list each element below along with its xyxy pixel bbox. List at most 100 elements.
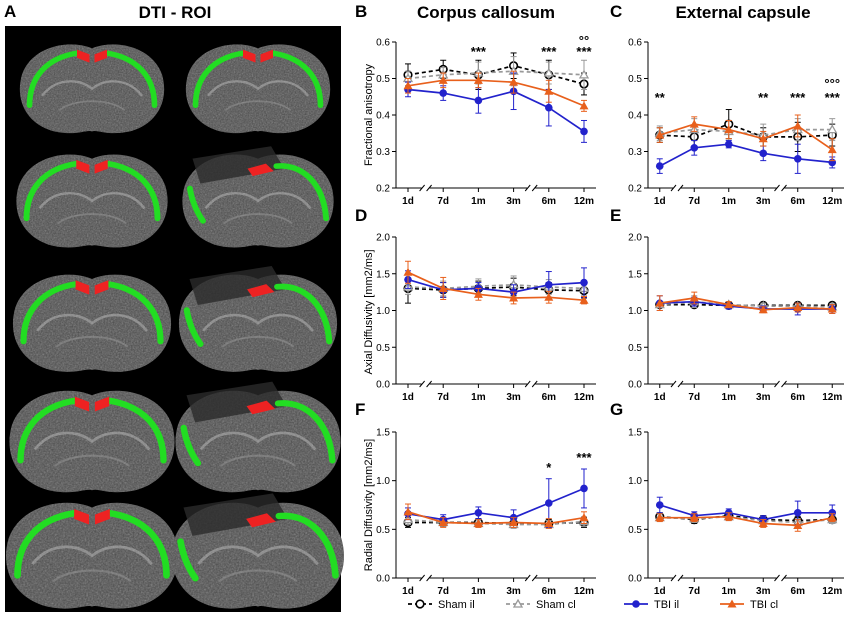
data-point bbox=[827, 304, 837, 313]
data-point bbox=[793, 155, 802, 163]
internal-structure bbox=[220, 454, 296, 467]
internal-structure bbox=[33, 431, 151, 451]
x-tick-label: 3m bbox=[506, 196, 521, 207]
data-point bbox=[543, 67, 554, 77]
y-tick-label: 1.0 bbox=[628, 306, 642, 317]
y-tick-label: 0.4 bbox=[376, 111, 390, 122]
brain-slice bbox=[9, 390, 175, 493]
data-point bbox=[793, 303, 803, 312]
data-point bbox=[689, 293, 699, 302]
significance-marker: *** bbox=[541, 44, 557, 59]
lesion-area bbox=[183, 493, 288, 536]
roi-corpus-callosum bbox=[246, 400, 276, 415]
x-tick-label: 6m bbox=[791, 586, 806, 597]
series-tbi-cl bbox=[655, 291, 837, 314]
data-point bbox=[438, 283, 448, 292]
roi-external-capsule bbox=[270, 50, 324, 109]
axis-break-gap bbox=[421, 381, 430, 387]
x-tick-label: 1m bbox=[722, 392, 737, 403]
internal-structure bbox=[58, 100, 126, 111]
x-tick-label: 1d bbox=[402, 586, 414, 597]
legend-label: TBI cl bbox=[750, 599, 778, 611]
data-point bbox=[689, 513, 699, 522]
series-tbi-il bbox=[655, 140, 837, 174]
ylabel-row3: Radial Diffusivity [mm2/ms] bbox=[363, 439, 375, 571]
x-tick-label: 1d bbox=[402, 196, 414, 207]
data-point bbox=[793, 508, 802, 517]
chart-panel-c: 0.20.30.40.50.61d 7d 1m 3m 6m 12m** ** *** ***°°… bbox=[628, 38, 844, 207]
data-point bbox=[438, 75, 448, 84]
internal-structure bbox=[57, 213, 127, 225]
panel-letter-g: G bbox=[610, 400, 623, 419]
legend-item-sham-il: Sham il bbox=[408, 599, 475, 611]
roi-corpus-callosum bbox=[247, 163, 274, 177]
internal-structure bbox=[40, 80, 144, 97]
significance-marker: *** bbox=[576, 44, 592, 59]
significance-marker: *** bbox=[825, 90, 841, 105]
x-tick-label: 6m bbox=[542, 196, 557, 207]
y-tick-label: 0.5 bbox=[376, 525, 390, 536]
internal-structure bbox=[223, 213, 293, 225]
axis-break-gap bbox=[776, 575, 785, 581]
roi-corpus-callosum bbox=[243, 49, 256, 63]
x-tick-label: 12m bbox=[574, 392, 594, 403]
data-point bbox=[545, 280, 553, 289]
x-tick-label: 7d bbox=[688, 586, 700, 597]
legend: Sham il Sham cl TBI il TBI cl bbox=[408, 598, 778, 611]
roi-external-capsule bbox=[105, 281, 164, 345]
data-point bbox=[473, 75, 483, 84]
axis-break bbox=[781, 574, 787, 582]
axis-break bbox=[426, 574, 432, 582]
data-point bbox=[580, 484, 588, 493]
axis-break bbox=[419, 184, 425, 192]
brain-slices bbox=[6, 44, 344, 609]
roi-external-capsule bbox=[177, 538, 199, 582]
axis-break-gap bbox=[421, 185, 430, 191]
series-line bbox=[407, 88, 585, 133]
y-tick-label: 0.2 bbox=[376, 184, 390, 195]
x-tick-label: 1m bbox=[471, 392, 486, 403]
data-point bbox=[438, 518, 448, 527]
significance-marker: *** bbox=[471, 44, 487, 59]
lesion-area bbox=[192, 146, 285, 184]
x-tick-label: 3m bbox=[756, 586, 771, 597]
axis-break bbox=[774, 574, 780, 582]
data-point bbox=[793, 121, 803, 130]
significance-marker: *** bbox=[576, 450, 592, 465]
data-point bbox=[509, 518, 519, 527]
x-tick-label: 6m bbox=[542, 392, 557, 403]
roi-external-capsule bbox=[180, 424, 202, 467]
x-tick-label: 7d bbox=[437, 392, 449, 403]
roi-corpus-callosum bbox=[75, 280, 90, 295]
data-point bbox=[439, 89, 448, 97]
y-tick-label: 0.2 bbox=[628, 184, 642, 195]
y-tick-label: 0.5 bbox=[628, 525, 642, 536]
brain-slice bbox=[6, 502, 178, 609]
internal-structure bbox=[224, 100, 292, 111]
x-tick-label: 6m bbox=[791, 196, 806, 207]
roi-external-capsule bbox=[183, 307, 204, 347]
internal-structure bbox=[31, 545, 153, 566]
axis-break bbox=[677, 574, 684, 582]
data-point bbox=[655, 130, 665, 139]
significance-marker: °°° bbox=[824, 76, 840, 91]
legend-item-tbi-cl: TBI cl bbox=[720, 599, 778, 611]
y-tick-label: 0.5 bbox=[376, 343, 390, 354]
data-point bbox=[473, 289, 483, 298]
x-tick-label: 12m bbox=[822, 392, 842, 403]
roi-corpus-callosum bbox=[74, 508, 90, 525]
axis-break bbox=[670, 184, 677, 192]
data-point bbox=[759, 149, 768, 158]
y-tick-label: 0.0 bbox=[628, 574, 642, 585]
roi-corpus-callosum bbox=[76, 159, 90, 174]
charts: 0.20.30.40.50.61d 7d 1m 3m 6m 12m*** *** ***°°0… bbox=[376, 33, 844, 597]
axis-break bbox=[426, 380, 432, 388]
chart-panel-g: 0.0 0.5 1.0 1.5 1d 7d 1m 3m 6m 12m bbox=[628, 428, 844, 597]
data-point bbox=[690, 144, 699, 152]
x-tick-label: 1m bbox=[471, 586, 486, 597]
y-tick-label: 2.0 bbox=[376, 233, 390, 244]
axis-break-gap bbox=[673, 575, 682, 581]
axis-break-gap bbox=[673, 381, 682, 387]
data-point bbox=[655, 298, 665, 307]
brain-slice bbox=[178, 265, 338, 372]
